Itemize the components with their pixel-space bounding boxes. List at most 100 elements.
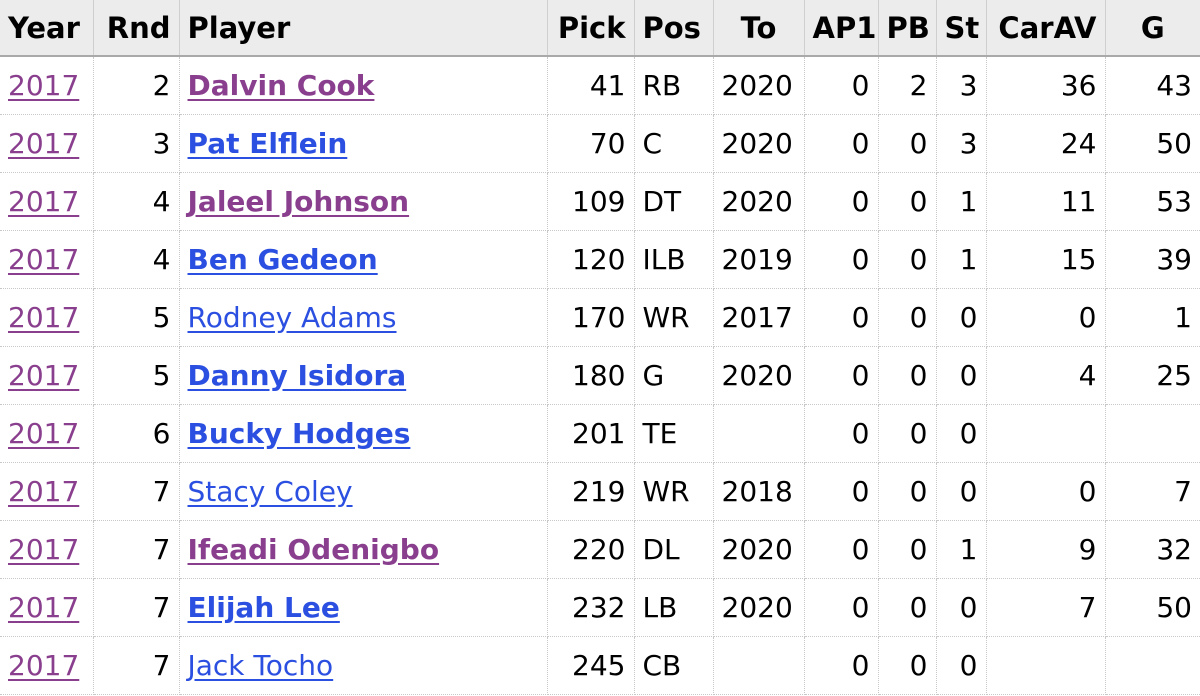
cell-ap1: 0 <box>804 636 879 695</box>
cell-st: 0 <box>936 404 987 463</box>
table-row: 2017 2 Dalvin Cook 41 RB 2020 0 2 3 36 43 <box>0 56 1200 115</box>
player-link[interactable]: Jaleel Johnson <box>187 184 410 218</box>
cell-st: 3 <box>936 56 987 115</box>
player-link[interactable]: Stacy Coley <box>187 474 353 508</box>
cell-g: 53 <box>1105 172 1200 231</box>
cell-pick: 232 <box>547 578 635 637</box>
player-link[interactable]: Jack Tocho <box>187 648 334 682</box>
year-link[interactable]: 2017 <box>8 184 80 218</box>
cell-pick: 109 <box>547 172 635 231</box>
cell-rnd: 3 <box>93 114 180 173</box>
cell-st: 3 <box>936 114 987 173</box>
cell-ap1: 0 <box>804 172 879 231</box>
column-header-player[interactable]: Player <box>179 0 548 57</box>
cell-st: 0 <box>936 578 987 637</box>
cell-ap1: 0 <box>804 346 879 405</box>
cell-carav: 9 <box>986 520 1106 579</box>
cell-rnd: 7 <box>93 636 180 695</box>
cell-to: 2020 <box>713 346 805 405</box>
cell-year: 2017 <box>0 520 94 579</box>
cell-ap1: 0 <box>804 404 879 463</box>
cell-year: 2017 <box>0 172 94 231</box>
cell-ap1: 0 <box>804 56 879 115</box>
column-header-pick[interactable]: Pick <box>547 0 635 57</box>
cell-g: 1 <box>1105 288 1200 347</box>
cell-ap1: 0 <box>804 462 879 521</box>
column-header-pb[interactable]: PB <box>878 0 937 57</box>
cell-pick: 201 <box>547 404 635 463</box>
column-header-st[interactable]: St <box>936 0 987 57</box>
cell-pos: DL <box>634 520 714 579</box>
cell-st: 0 <box>936 288 987 347</box>
table-row: 2017 4 Ben Gedeon 120 ILB 2019 0 0 1 15 39 <box>0 230 1200 289</box>
cell-pb: 0 <box>878 230 937 289</box>
cell-pick: 220 <box>547 520 635 579</box>
cell-year: 2017 <box>0 288 94 347</box>
cell-pb: 0 <box>878 346 937 405</box>
cell-to: 2020 <box>713 172 805 231</box>
player-link[interactable]: Pat Elflein <box>187 126 348 160</box>
cell-pos: CB <box>634 636 714 695</box>
year-link[interactable]: 2017 <box>8 358 80 392</box>
table-row: 2017 5 Danny Isidora 180 G 2020 0 0 0 4 25 <box>0 346 1200 405</box>
table-row: 2017 5 Rodney Adams 170 WR 2017 0 0 0 0 1 <box>0 288 1200 347</box>
column-header-pos[interactable]: Pos <box>634 0 714 57</box>
cell-pos: ILB <box>634 230 714 289</box>
cell-g <box>1105 404 1200 463</box>
cell-player: Bucky Hodges <box>179 404 548 463</box>
year-link[interactable]: 2017 <box>8 590 80 624</box>
player-link[interactable]: Elijah Lee <box>187 590 340 624</box>
cell-player: Jaleel Johnson <box>179 172 548 231</box>
column-header-g[interactable]: G <box>1105 0 1200 57</box>
column-header-rnd[interactable]: Rnd <box>93 0 180 57</box>
year-link[interactable]: 2017 <box>8 242 80 276</box>
cell-pos: TE <box>634 404 714 463</box>
cell-year: 2017 <box>0 578 94 637</box>
player-link[interactable]: Rodney Adams <box>187 300 397 334</box>
cell-pos: DT <box>634 172 714 231</box>
cell-pick: 70 <box>547 114 635 173</box>
cell-st: 0 <box>936 462 987 521</box>
year-link[interactable]: 2017 <box>8 126 80 160</box>
table-row: 2017 7 Jack Tocho 245 CB 0 0 0 <box>0 636 1200 695</box>
header-row: Year Rnd Player Pick Pos To AP1 PB St Ca… <box>0 0 1200 57</box>
year-link[interactable]: 2017 <box>8 474 80 508</box>
cell-to: 2020 <box>713 578 805 637</box>
column-header-year[interactable]: Year <box>0 0 94 57</box>
cell-player: Ben Gedeon <box>179 230 548 289</box>
cell-player: Ifeadi Odenigbo <box>179 520 548 579</box>
cell-st: 0 <box>936 636 987 695</box>
cell-to <box>713 636 805 695</box>
cell-year: 2017 <box>0 462 94 521</box>
cell-pick: 41 <box>547 56 635 115</box>
cell-rnd: 7 <box>93 578 180 637</box>
cell-pos: WR <box>634 462 714 521</box>
cell-ap1: 0 <box>804 520 879 579</box>
year-link[interactable]: 2017 <box>8 532 80 566</box>
column-header-carav[interactable]: CarAV <box>986 0 1106 57</box>
year-link[interactable]: 2017 <box>8 68 80 102</box>
cell-g: 50 <box>1105 114 1200 173</box>
player-link[interactable]: Ben Gedeon <box>187 242 378 276</box>
table-row: 2017 3 Pat Elflein 70 C 2020 0 0 3 24 50 <box>0 114 1200 173</box>
player-link[interactable]: Ifeadi Odenigbo <box>187 532 440 566</box>
year-link[interactable]: 2017 <box>8 416 80 450</box>
cell-rnd: 4 <box>93 172 180 231</box>
column-header-ap1[interactable]: AP1 <box>804 0 879 57</box>
year-link[interactable]: 2017 <box>8 648 80 682</box>
cell-to: 2018 <box>713 462 805 521</box>
cell-to: 2020 <box>713 56 805 115</box>
cell-carav: 15 <box>986 230 1106 289</box>
column-header-to[interactable]: To <box>713 0 805 57</box>
cell-year: 2017 <box>0 230 94 289</box>
player-link[interactable]: Danny Isidora <box>187 358 407 392</box>
year-link[interactable]: 2017 <box>8 300 80 334</box>
player-link[interactable]: Bucky Hodges <box>187 416 411 450</box>
player-link[interactable]: Dalvin Cook <box>187 68 375 102</box>
cell-ap1: 0 <box>804 288 879 347</box>
cell-g <box>1105 636 1200 695</box>
cell-pb: 2 <box>878 56 937 115</box>
cell-carav <box>986 636 1106 695</box>
cell-g: 43 <box>1105 56 1200 115</box>
